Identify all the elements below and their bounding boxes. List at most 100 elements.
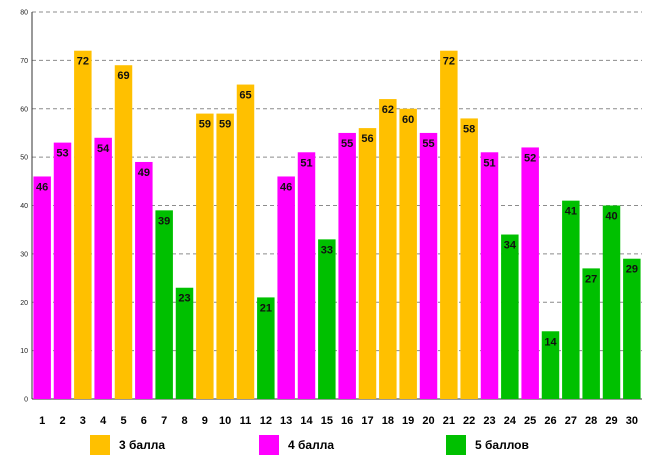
bar	[33, 176, 51, 399]
bar	[521, 147, 539, 399]
x-tick-label: 14	[300, 415, 313, 427]
bar	[623, 258, 641, 399]
y-tick-label: 10	[20, 348, 28, 355]
data-label: 40	[605, 211, 617, 223]
bar	[399, 108, 417, 399]
data-label: 59	[219, 119, 231, 131]
x-tick-label: 26	[544, 415, 556, 427]
x-tick-label: 15	[321, 415, 333, 427]
x-tick-label: 25	[524, 415, 536, 427]
y-tick-label: 0	[24, 397, 28, 404]
bar	[501, 234, 519, 399]
bar	[277, 176, 295, 399]
data-label: 51	[300, 157, 312, 169]
x-tick-label: 16	[341, 415, 353, 427]
x-tick-label: 20	[422, 415, 434, 427]
data-label: 23	[178, 293, 190, 305]
legend-swatch-4	[259, 435, 279, 455]
x-tick-label: 9	[202, 415, 208, 427]
y-tick-label: 80	[20, 10, 28, 17]
data-label: 58	[463, 123, 475, 135]
x-tick-label: 21	[443, 415, 455, 427]
y-tick-label: 60	[20, 106, 28, 113]
x-tick-label: 10	[219, 415, 231, 427]
x-tick-label: 13	[280, 415, 292, 427]
x-tick-label: 28	[585, 415, 597, 427]
y-tick-label: 70	[20, 58, 28, 65]
x-tick-label: 1	[39, 415, 45, 427]
x-tick-label: 2	[59, 415, 65, 427]
legend-swatch-3	[90, 435, 110, 455]
legend-label-3: 3 балла	[119, 438, 166, 452]
x-tick-label: 17	[361, 415, 373, 427]
legend-item-4: 4 балла	[259, 434, 334, 456]
bar	[216, 113, 234, 400]
bar	[175, 287, 194, 399]
bar	[236, 84, 255, 399]
data-label: 59	[199, 119, 211, 131]
bar	[318, 239, 336, 399]
data-label: 62	[382, 104, 394, 116]
bar	[338, 132, 356, 399]
x-tick-label: 30	[626, 415, 638, 427]
legend-item-3: 3 балла	[90, 434, 165, 456]
y-tick-label: 50	[20, 155, 28, 162]
bar	[135, 161, 153, 399]
legend-label-4: 4 балла	[288, 438, 335, 452]
data-label: 65	[239, 90, 251, 102]
x-tick-label: 5	[120, 415, 126, 427]
bar	[74, 50, 92, 399]
bar	[440, 50, 458, 399]
data-label: 60	[402, 114, 414, 126]
x-tick-label: 24	[504, 415, 517, 427]
data-label: 29	[626, 264, 638, 276]
bar	[460, 118, 478, 400]
data-label: 72	[443, 56, 455, 68]
bar	[562, 200, 580, 399]
bar	[419, 132, 438, 399]
data-label: 55	[422, 138, 434, 150]
bar	[602, 205, 621, 399]
y-tick-label: 20	[20, 300, 28, 307]
x-tick-label: 18	[382, 415, 394, 427]
bar	[379, 99, 397, 399]
legend-item-5: 5 баллов	[446, 434, 529, 456]
data-label: 14	[544, 336, 557, 348]
bar	[94, 137, 112, 399]
data-label: 54	[97, 143, 110, 155]
x-tick-label: 12	[260, 415, 272, 427]
data-label: 27	[585, 273, 597, 285]
data-label: 72	[77, 56, 89, 68]
data-label: 55	[341, 138, 353, 150]
bar	[114, 65, 133, 400]
x-tick-label: 22	[463, 415, 475, 427]
data-label: 39	[158, 215, 170, 227]
x-tick-label: 29	[605, 415, 617, 427]
legend-label-5: 5 баллов	[475, 438, 529, 452]
bar	[582, 268, 600, 399]
data-label: 49	[138, 167, 150, 179]
x-tick-label: 8	[181, 415, 187, 427]
data-label: 33	[321, 244, 333, 256]
x-tick-label: 23	[483, 415, 495, 427]
x-tick-label: 3	[80, 415, 86, 427]
data-label: 34	[504, 240, 517, 252]
y-tick-label: 40	[20, 203, 28, 210]
data-label: 46	[36, 181, 48, 193]
bar	[155, 210, 173, 399]
x-tick-label: 6	[141, 415, 147, 427]
legend-swatch-5	[446, 435, 466, 455]
x-tick-label: 7	[161, 415, 167, 427]
bar	[480, 152, 499, 399]
bar	[196, 113, 214, 400]
data-label: 52	[524, 152, 536, 164]
x-tick-label: 4	[100, 415, 107, 427]
bar	[358, 128, 377, 399]
bar	[297, 152, 316, 399]
data-label: 51	[483, 157, 495, 169]
data-label: 69	[117, 70, 129, 82]
bar	[541, 331, 560, 399]
data-label: 46	[280, 181, 292, 193]
x-tick-label: 27	[565, 415, 577, 427]
